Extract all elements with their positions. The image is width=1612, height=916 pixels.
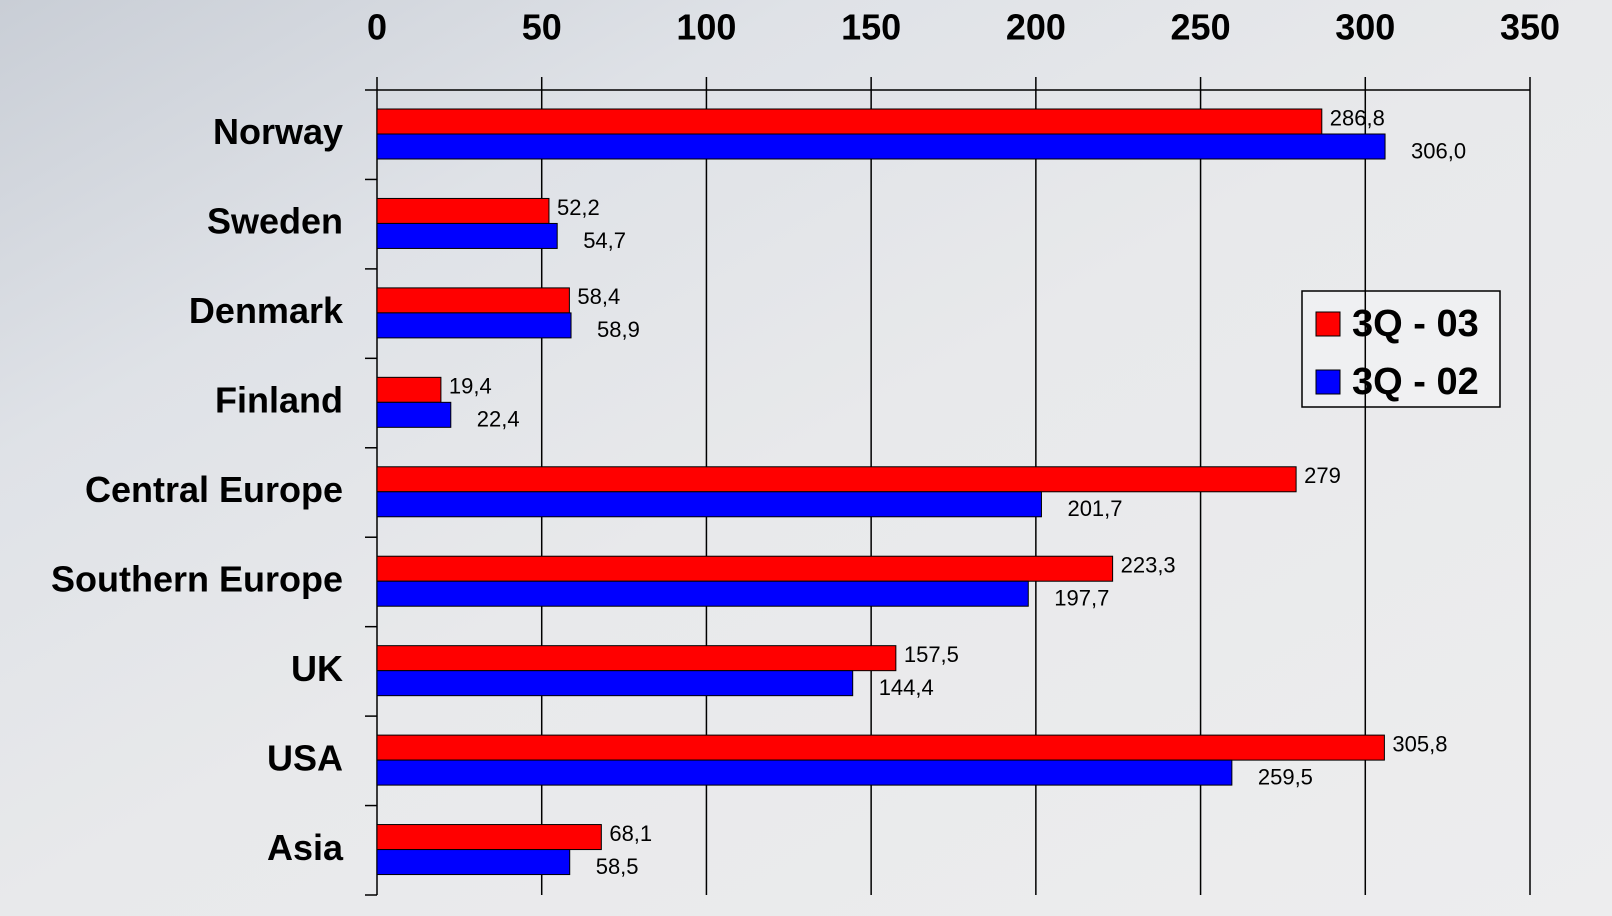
x-tick-label: 100 [676,7,736,48]
value-label: 52,2 [557,195,600,220]
value-label: 279 [1304,463,1341,488]
value-label: 58,4 [577,284,620,309]
y-tick-label: Norway [213,111,343,152]
y-tick-label: UK [291,648,343,689]
x-tick-label: 300 [1335,7,1395,48]
x-tick-label: 250 [1171,7,1231,48]
x-tick-label: 150 [841,7,901,48]
value-label: 259,5 [1258,764,1313,789]
value-label: 157,5 [904,642,959,667]
bar [376,734,1385,761]
value-label: 306,0 [1411,138,1466,163]
legend-swatch [1315,369,1341,395]
value-label: 68,1 [609,821,652,846]
bar [376,401,452,428]
value-label: 286,8 [1330,105,1385,130]
bar [376,133,1386,160]
value-label: 201,7 [1067,496,1122,521]
y-tick-label: USA [267,737,343,778]
x-tick-label: 200 [1006,7,1066,48]
x-tick-label: 0 [367,7,387,48]
value-label: 54,7 [583,228,626,253]
bar [376,287,570,314]
legend-swatch [1315,311,1341,337]
value-label: 58,5 [596,854,639,879]
bar [376,824,602,851]
bar [376,466,1297,493]
bar [376,108,1323,135]
value-label: 58,9 [597,317,640,342]
bar [376,555,1114,582]
bar [376,759,1233,786]
y-tick-label: Asia [267,827,344,868]
y-tick-label: Finland [215,380,343,421]
value-label: 197,7 [1054,586,1109,611]
y-tick-label: Sweden [207,201,343,242]
legend-label: 3Q - 02 [1352,361,1479,403]
bar [376,376,442,403]
y-tick-label: Central Europe [85,469,343,510]
legend-label: 3Q - 03 [1352,303,1479,345]
value-label: 19,4 [449,374,492,399]
bar [376,197,550,224]
bar [376,849,571,876]
value-label: 223,3 [1121,553,1176,578]
y-tick-label: Southern Europe [51,558,343,599]
bar [376,645,897,672]
bar [376,580,1029,607]
value-label: 305,8 [1392,731,1447,756]
bar [376,312,572,339]
bar [376,670,854,697]
value-label: 22,4 [477,407,520,432]
bar [376,491,1042,518]
y-tick-label: Denmark [189,290,344,331]
x-tick-label: 50 [522,7,562,48]
x-tick-label: 350 [1500,7,1560,48]
bar [376,222,558,249]
value-label: 144,4 [879,675,934,700]
